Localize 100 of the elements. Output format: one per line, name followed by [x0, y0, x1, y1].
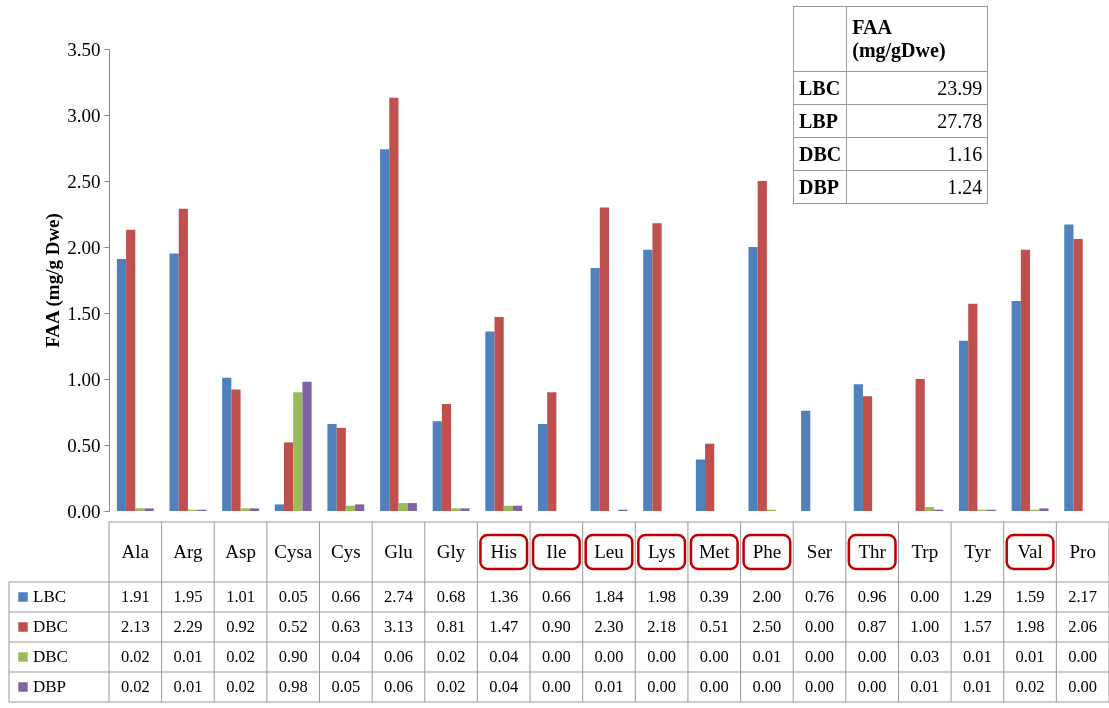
data-label: 1.98	[647, 587, 677, 606]
data-label: 0.00	[594, 647, 624, 666]
x-tick-label: Ile	[546, 541, 567, 562]
x-tick-label: Trp	[911, 541, 939, 562]
data-label: 0.00	[647, 647, 677, 666]
bar	[1073, 239, 1083, 511]
bar	[705, 443, 715, 511]
bar	[853, 384, 863, 511]
annotation: 27.78	[846, 104, 988, 138]
data-label: 0.02	[120, 677, 150, 696]
data-label: 0.02	[436, 677, 466, 696]
annotation: LBP	[793, 104, 847, 138]
annotation: FAA (mg/gDwe)	[846, 6, 988, 72]
data-label: 0.00	[752, 677, 782, 696]
bar	[451, 508, 461, 511]
annotation: 23.99	[846, 71, 988, 105]
bar	[389, 97, 399, 511]
y-tick-label: 0.50	[67, 434, 101, 456]
data-label: 0.81	[436, 617, 466, 636]
data-label: 0.01	[910, 677, 940, 696]
data-label: 1.84	[594, 587, 624, 606]
y-tick-label: 3.50	[67, 38, 101, 60]
bar	[116, 258, 127, 511]
bar	[336, 427, 346, 511]
x-tick-label: Tyr	[964, 541, 992, 562]
y-axis-title: FAA (mg/g Dwe)	[42, 213, 65, 348]
bar	[249, 508, 259, 511]
bar	[284, 442, 294, 511]
data-label: 2.74	[384, 587, 413, 606]
x-tick-label: Cysa	[274, 541, 313, 562]
data-label: 1.01	[226, 587, 256, 606]
y-tick-label: 1.50	[67, 302, 101, 324]
bar	[924, 507, 934, 511]
annotation: 1.16	[846, 137, 988, 171]
bar	[494, 316, 504, 511]
y-tick-label: 0.00	[67, 500, 101, 522]
bar	[590, 268, 600, 511]
data-label: 0.02	[226, 647, 256, 666]
annotation: DBP	[793, 170, 847, 204]
data-label: 0.92	[226, 617, 256, 636]
data-label: 0.52	[278, 617, 308, 636]
data-label: 0.96	[857, 587, 887, 606]
bar	[169, 253, 179, 511]
data-label: 0.66	[541, 587, 571, 606]
y-tick-label: 2.50	[67, 170, 101, 192]
data-label: 3.13	[384, 617, 413, 636]
x-tick-label: Ala	[121, 541, 150, 562]
data-label: 1.98	[1015, 617, 1045, 636]
data-label: 0.06	[384, 647, 413, 666]
data-label: 0.00	[699, 677, 729, 696]
data-label: 0.00	[541, 677, 571, 696]
data-label: 0.03	[910, 647, 940, 666]
x-tick-label: Ser	[806, 541, 833, 562]
data-label: 0.63	[331, 617, 361, 636]
data-label: 2.30	[594, 617, 624, 636]
bar	[547, 392, 557, 511]
bar	[748, 247, 758, 511]
bar	[441, 404, 452, 511]
data-label: 0.00	[805, 617, 834, 636]
data-label: 0.00	[541, 647, 571, 666]
x-tick-label: Leu	[594, 541, 625, 562]
legend-label: LBC	[33, 587, 67, 606]
annotation: LBC	[793, 71, 847, 105]
data-label: 0.98	[278, 677, 308, 696]
bar	[959, 340, 969, 511]
x-tick-label: Glu	[384, 541, 414, 562]
bar	[1039, 508, 1049, 511]
data-label: 0.39	[699, 587, 729, 606]
x-tick-label: His	[490, 541, 517, 562]
bar	[1011, 301, 1021, 511]
data-label: 0.51	[699, 617, 729, 636]
data-label: 1.59	[1015, 587, 1045, 606]
data-label: 0.01	[173, 677, 203, 696]
data-label: 0.02	[1015, 677, 1045, 696]
bar	[915, 379, 925, 511]
bar	[652, 223, 662, 511]
x-tick-label: Lys	[647, 541, 676, 562]
bar	[355, 504, 365, 511]
bar	[240, 508, 250, 511]
data-label: 0.01	[962, 677, 992, 696]
bar	[327, 423, 337, 511]
bar	[345, 505, 356, 511]
data-label: 0.01	[962, 647, 992, 666]
data-label: 2.50	[752, 617, 782, 636]
x-tick-label: Met	[698, 541, 731, 562]
data-label: 0.00	[857, 647, 887, 666]
data-label: 2.13	[120, 617, 150, 636]
data-label: 0.05	[278, 587, 308, 606]
data-label: 0.05	[331, 677, 361, 696]
bar	[643, 249, 653, 511]
data-label: 0.00	[805, 647, 834, 666]
bar	[968, 303, 978, 511]
data-label: 0.02	[226, 677, 256, 696]
data-label: 0.00	[805, 677, 834, 696]
x-tick-label: Phe	[752, 541, 782, 562]
x-tick-label: Asp	[225, 541, 256, 562]
x-tick-label: Pro	[1069, 541, 1096, 562]
bar	[222, 377, 232, 511]
data-label: 1.36	[489, 587, 519, 606]
y-tick-label: 3.00	[67, 104, 101, 126]
